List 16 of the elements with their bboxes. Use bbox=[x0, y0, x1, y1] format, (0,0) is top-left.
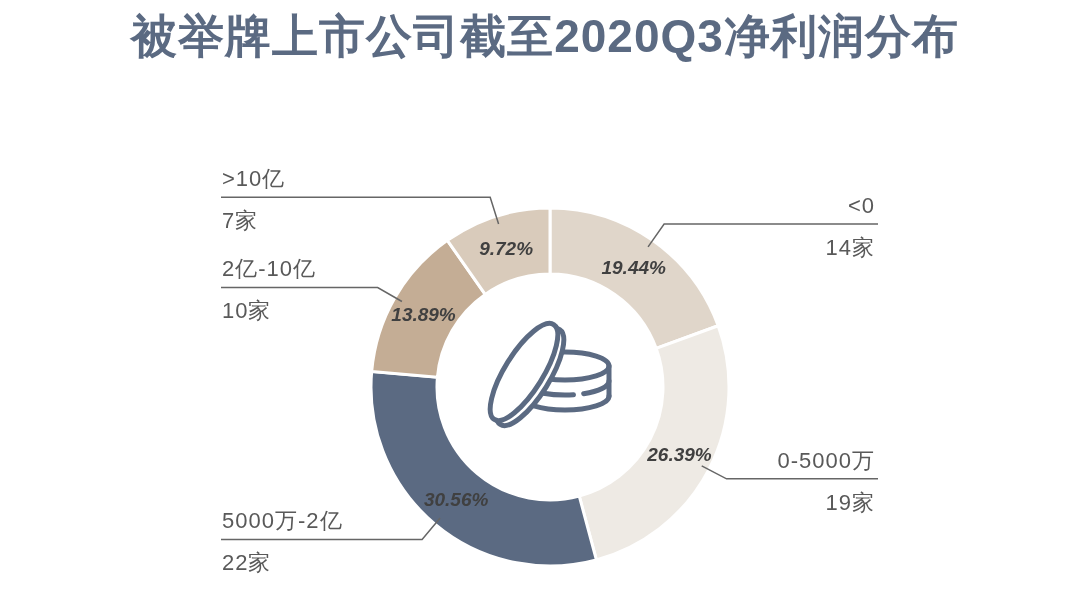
slice-label: <0 bbox=[847, 192, 875, 218]
text: 19家 bbox=[825, 489, 875, 515]
data-label: 19.44% bbox=[601, 256, 667, 278]
data-label: 26.39% bbox=[646, 443, 712, 465]
data-label: 9.72% bbox=[479, 237, 534, 259]
slice-label: 2亿-10亿 bbox=[222, 256, 317, 282]
data-label: 13.89% bbox=[391, 303, 456, 325]
data-label: 30.56% bbox=[423, 488, 489, 510]
text: 7家 bbox=[222, 208, 259, 234]
slice-label: 5000万-2亿 bbox=[222, 508, 343, 534]
slice-label: >10亿 bbox=[222, 166, 286, 192]
text: 22家 bbox=[222, 550, 272, 576]
text: 10家 bbox=[222, 298, 272, 324]
chart-title: 被举牌上市公司截至2020Q3净利润分布 bbox=[129, 9, 960, 64]
text: 14家 bbox=[825, 234, 875, 260]
slice-label: 0-5000万 bbox=[777, 447, 875, 473]
